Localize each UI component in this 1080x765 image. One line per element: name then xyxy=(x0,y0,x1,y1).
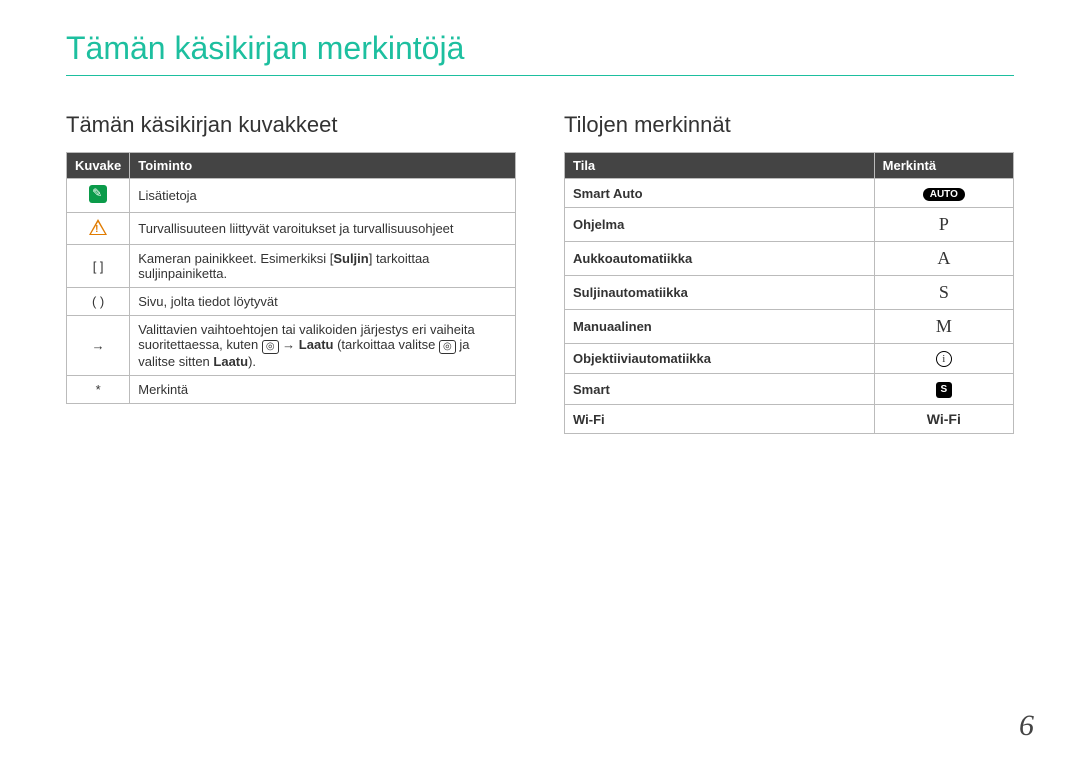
text-part: (tarkoittaa valitse xyxy=(333,337,439,352)
arrow-text: Valittavien vaihtoehtojen tai valikoiden… xyxy=(130,316,516,376)
table-row: Wi-Fi Wi-Fi xyxy=(565,405,1014,434)
table-row: Objektiiviautomatiikka i xyxy=(565,344,1014,374)
mode-mark: AUTO xyxy=(874,179,1013,208)
content-columns: Tämän käsikirjan kuvakkeet Kuvake Toimin… xyxy=(66,112,1014,434)
mode-letter-icon: M xyxy=(936,316,952,336)
mode-name: Suljinautomatiikka xyxy=(565,276,875,310)
circled-i-icon: i xyxy=(936,351,952,367)
mode-mark: S xyxy=(874,374,1013,405)
left-column: Tämän käsikirjan kuvakkeet Kuvake Toimin… xyxy=(66,112,516,434)
table-row: Smart Auto AUTO xyxy=(565,179,1014,208)
wifi-text-icon: Wi-Fi xyxy=(927,411,961,427)
bracket-icon-cell: [ ] xyxy=(67,245,130,288)
table-row: Lisätietoja xyxy=(67,179,516,213)
mode-name: Ohjelma xyxy=(565,208,875,242)
table-row: Manuaalinen M xyxy=(565,310,1014,344)
mode-name: Smart xyxy=(565,374,875,405)
table-row: [ ] Kameran painikkeet. Esimerkiksi [Sul… xyxy=(67,245,516,288)
warning-icon-cell: ! xyxy=(67,213,130,245)
header-kuvake: Kuvake xyxy=(67,153,130,179)
star-icon-cell: * xyxy=(67,376,130,404)
page-title: Tämän käsikirjan merkintöjä xyxy=(66,30,1014,76)
header-toiminto: Toiminto xyxy=(130,153,516,179)
paren-text: Sivu, jolta tiedot löytyvät xyxy=(130,288,516,316)
mode-name: Wi-Fi xyxy=(565,405,875,434)
text-bold: Laatu xyxy=(213,354,248,369)
text-part: → xyxy=(279,337,299,352)
smart-square-icon: S xyxy=(936,382,952,398)
mode-name: Smart Auto xyxy=(565,179,875,208)
warning-text: Turvallisuuteen liittyvät varoitukset ja… xyxy=(130,213,516,245)
table-row: * Merkintä xyxy=(67,376,516,404)
table-row: Suljinautomatiikka S xyxy=(565,276,1014,310)
text-part: ). xyxy=(248,354,256,369)
arrow-icon-cell: → xyxy=(67,316,130,376)
mode-mark: S xyxy=(874,276,1013,310)
right-heading: Tilojen merkinnät xyxy=(564,112,1014,138)
mode-letter-icon: S xyxy=(939,282,949,302)
info-text: Lisätietoja xyxy=(130,179,516,213)
table-row: Ohjelma P xyxy=(565,208,1014,242)
mode-mark: M xyxy=(874,310,1013,344)
page-number: 6 xyxy=(1019,709,1034,743)
table-header-row: Kuvake Toiminto xyxy=(67,153,516,179)
mode-mark: Wi-Fi xyxy=(874,405,1013,434)
pencil-icon xyxy=(89,185,107,203)
table-header-row: Tila Merkintä xyxy=(565,153,1014,179)
icons-table: Kuvake Toiminto Lisätietoja ! Turvallisu… xyxy=(66,152,516,404)
bracket-text: Kameran painikkeet. Esimerkiksi [Suljin]… xyxy=(130,245,516,288)
mode-name: Manuaalinen xyxy=(565,310,875,344)
table-row: ! Turvallisuuteen liittyvät varoitukset … xyxy=(67,213,516,245)
mode-letter-icon: A xyxy=(937,248,950,268)
table-row: ( ) Sivu, jolta tiedot löytyvät xyxy=(67,288,516,316)
right-column: Tilojen merkinnät Tila Merkintä Smart Au… xyxy=(564,112,1014,434)
camera-icon: ◎ xyxy=(439,340,456,354)
text-bold: Suljin xyxy=(333,251,368,266)
header-merkinta: Merkintä xyxy=(874,153,1013,179)
table-row: Smart S xyxy=(565,374,1014,405)
mode-mark: A xyxy=(874,242,1013,276)
text-bold: Laatu xyxy=(299,337,334,352)
mode-name: Objektiiviautomatiikka xyxy=(565,344,875,374)
auto-badge-icon: AUTO xyxy=(923,188,965,201)
camera-icon: ◎ xyxy=(262,340,279,354)
star-text: Merkintä xyxy=(130,376,516,404)
mode-mark: P xyxy=(874,208,1013,242)
text-part: Kameran painikkeet. Esimerkiksi [ xyxy=(138,251,333,266)
table-row: → Valittavien vaihtoehtojen tai valikoid… xyxy=(67,316,516,376)
mode-name: Aukkoautomatiikka xyxy=(565,242,875,276)
table-row: Aukkoautomatiikka A xyxy=(565,242,1014,276)
warning-icon: ! xyxy=(89,219,107,235)
header-tila: Tila xyxy=(565,153,875,179)
mode-mark: i xyxy=(874,344,1013,374)
modes-table: Tila Merkintä Smart Auto AUTO Ohjelma P … xyxy=(564,152,1014,434)
info-icon-cell xyxy=(67,179,130,213)
paren-icon-cell: ( ) xyxy=(67,288,130,316)
left-heading: Tämän käsikirjan kuvakkeet xyxy=(66,112,516,138)
mode-letter-icon: P xyxy=(939,214,949,234)
